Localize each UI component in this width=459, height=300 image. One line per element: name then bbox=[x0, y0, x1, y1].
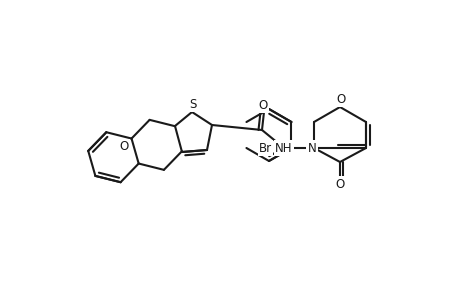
Text: O: O bbox=[258, 98, 267, 112]
Text: O: O bbox=[335, 178, 344, 190]
Text: N: N bbox=[307, 142, 316, 154]
Text: O: O bbox=[336, 92, 345, 106]
Text: S: S bbox=[189, 98, 196, 110]
Text: O: O bbox=[119, 140, 128, 153]
Text: Br: Br bbox=[258, 142, 271, 154]
Text: NH: NH bbox=[274, 142, 292, 154]
